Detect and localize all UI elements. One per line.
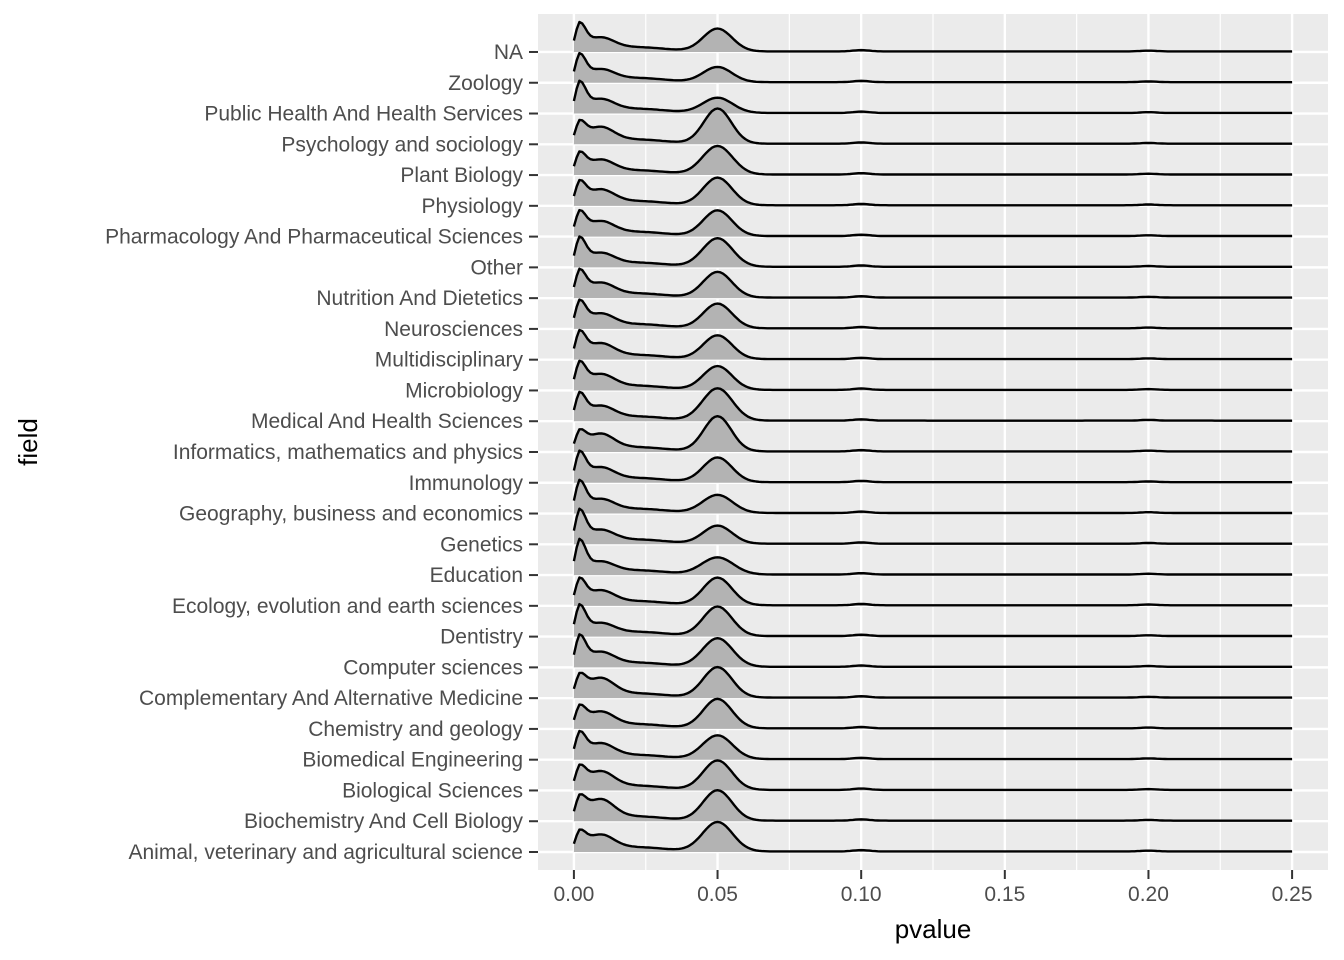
y-axis: Animal, veterinary and agricultural scie… <box>105 41 538 864</box>
y-tick-label: Zoology <box>448 72 523 95</box>
ridge-line <box>572 359 1293 392</box>
y-tick-label: Animal, veterinary and agricultural scie… <box>128 841 523 864</box>
ridge-fill <box>573 790 1293 822</box>
x-axis-title: pvalue <box>895 914 972 944</box>
y-tick-label: Physiology <box>421 195 523 218</box>
ridge-line <box>572 449 1293 484</box>
ridge-fill <box>573 22 1293 52</box>
ridge-fill <box>573 268 1293 299</box>
ridge-fill <box>573 450 1293 483</box>
y-tick-label: Microbiology <box>405 379 523 402</box>
y-tick-label: Biochemistry And Cell Biology <box>244 810 523 833</box>
y-tick-label: Immunology <box>409 472 524 495</box>
y-tick-label: Medical And Health Sciences <box>251 410 523 433</box>
y-tick-label: Informatics, mathematics and physics <box>173 441 523 464</box>
ridge-fill <box>573 80 1293 114</box>
ridge-line <box>572 415 1293 453</box>
ridge-line <box>572 79 1293 115</box>
ridge-line <box>572 602 1293 638</box>
ridge-line <box>572 298 1293 330</box>
y-tick-label: NA <box>494 41 523 64</box>
y-tick-label: Complementary And Alternative Medicine <box>139 687 523 710</box>
ridge-line <box>572 507 1293 545</box>
y-tick-label: Neurosciences <box>384 318 523 341</box>
ridge-line <box>572 176 1293 207</box>
ridge-fill <box>573 299 1293 329</box>
ridge-fill <box>573 760 1293 791</box>
y-tick-label: Multidisciplinary <box>375 349 524 372</box>
x-tick-label: 0.15 <box>984 883 1025 906</box>
ridge-line <box>572 576 1293 607</box>
y-tick-label: Dentistry <box>440 626 523 649</box>
ridge-fill <box>573 634 1293 668</box>
ridge-line <box>572 759 1293 792</box>
y-tick-label: Biological Sciences <box>342 779 523 802</box>
density-ridges <box>572 20 1293 853</box>
ridge-fill <box>573 821 1293 852</box>
ridge-line <box>572 235 1293 268</box>
ridge-fill <box>573 177 1293 206</box>
ridge-fill <box>573 667 1293 699</box>
y-tick-label: Public Health And Health Services <box>204 103 523 126</box>
ridge-line <box>572 208 1293 238</box>
ridge-fill <box>573 210 1293 237</box>
ridge-fill <box>573 577 1293 606</box>
ridge-line <box>572 107 1293 145</box>
x-tick-label: 0.25 <box>1272 883 1313 906</box>
ridge-line <box>572 729 1293 761</box>
y-tick-label: Chemistry and geology <box>308 718 523 741</box>
ridge-fill <box>573 388 1293 422</box>
ridge-line <box>572 537 1293 576</box>
y-tick-label: Geography, business and economics <box>179 503 523 526</box>
ridge-line <box>572 633 1293 668</box>
y-tick-label: Computer sciences <box>343 656 523 679</box>
ridge-line <box>572 478 1293 515</box>
ridge-fill <box>573 479 1293 514</box>
x-tick-label: 0.10 <box>841 883 882 906</box>
x-tick-label: 0.20 <box>1128 883 1169 906</box>
ridge-line <box>572 387 1293 422</box>
x-tick-label: 0.00 <box>553 883 594 906</box>
ridge-line <box>572 144 1293 176</box>
y-tick-label: Pharmacology And Pharmaceutical Sciences <box>105 226 523 249</box>
ridge-fill <box>573 360 1293 391</box>
ridge-fill <box>573 604 1293 637</box>
y-tick-label: Psychology and sociology <box>281 133 523 156</box>
ridge-fill <box>573 731 1293 760</box>
ridge-line <box>572 267 1293 299</box>
ridge-line <box>572 51 1293 84</box>
y-tick-label: Education <box>430 564 523 587</box>
y-tick-label: Biomedical Engineering <box>302 749 523 772</box>
y-tick-label: Genetics <box>440 533 523 556</box>
ridge-line <box>572 665 1293 699</box>
ridge-line <box>572 328 1293 361</box>
y-tick-label: Other <box>470 256 523 279</box>
ridge-line <box>572 20 1293 53</box>
y-tick-label: Plant Biology <box>400 164 523 187</box>
x-axis: 0.00 0.05 0.10 0.15 0.20 0.25 <box>553 870 1313 906</box>
ridge-fill <box>573 145 1293 176</box>
ridge-line <box>572 820 1293 853</box>
y-axis-title: field <box>13 418 43 466</box>
ridge-fill <box>573 236 1293 268</box>
y-tick-label: Nutrition And Dietetics <box>316 287 523 310</box>
ridge-line <box>572 789 1293 822</box>
y-tick-label: Ecology, evolution and earth sciences <box>172 595 523 618</box>
ridge-fill <box>573 698 1293 729</box>
ridge-line <box>572 697 1293 730</box>
x-tick-label: 0.05 <box>697 883 738 906</box>
ridge-fill <box>573 330 1293 360</box>
